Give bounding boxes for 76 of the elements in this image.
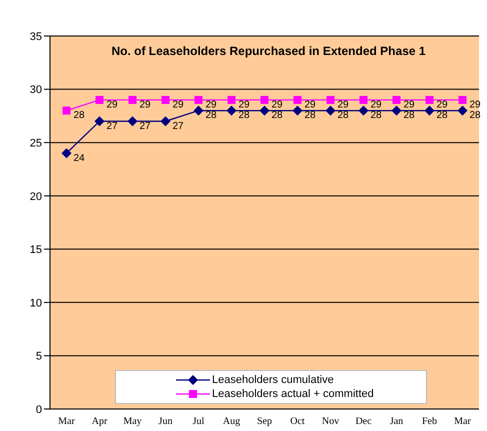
point [392, 96, 400, 104]
y-tick-label: 35 [30, 30, 42, 43]
point [392, 106, 402, 116]
x-tick-label: Oct [290, 416, 305, 428]
x-tick-label: Mar [58, 416, 76, 428]
x-tick-label: Jun [158, 416, 172, 428]
x-tick-label: Sep [257, 416, 272, 428]
y-tick-label: 10 [30, 297, 42, 310]
data-label: 27 [140, 120, 152, 132]
data-label: 29 [338, 99, 350, 110]
point [94, 116, 104, 126]
y-tick-label: 15 [30, 244, 42, 256]
point [294, 96, 302, 104]
data-label: 27 [172, 120, 184, 132]
point [62, 148, 72, 158]
data-label: 28 [470, 110, 482, 122]
data-label: 29 [206, 99, 218, 110]
point [62, 106, 70, 115]
data-label: 29 [304, 99, 316, 110]
point [228, 96, 236, 104]
data-label: 28 [238, 110, 250, 122]
data-label: 28 [436, 110, 448, 122]
point [458, 106, 468, 116]
x-tick-label: May [123, 416, 142, 428]
point [96, 96, 104, 104]
point [128, 96, 136, 104]
point [162, 96, 170, 104]
data-label: 29 [172, 99, 184, 110]
point [426, 96, 434, 104]
point [260, 96, 268, 104]
point [360, 96, 368, 104]
data-label: 28 [74, 110, 86, 122]
data-label: 29 [272, 99, 284, 110]
point [194, 106, 204, 116]
legend-label: Leaseholders actual + committed [212, 388, 374, 400]
data-label: 29 [404, 99, 416, 110]
data-label: 27 [106, 120, 118, 132]
y-tick-label: 30 [30, 84, 42, 96]
point [326, 96, 334, 104]
data-label: 29 [436, 99, 448, 110]
point [458, 96, 466, 104]
x-tick-label: Apr [92, 416, 108, 428]
data-label: 24 [74, 152, 86, 164]
data-label: 28 [272, 110, 284, 122]
point [194, 96, 202, 104]
x-tick-label: Dec [355, 416, 372, 428]
y-tick-label: 5 [36, 350, 42, 363]
y-tick-label: 20 [30, 190, 42, 203]
point [424, 106, 434, 116]
y-tick-label: 0 [36, 404, 42, 416]
data-label: 28 [370, 110, 382, 122]
x-tick-label: Mar [454, 416, 472, 428]
x-tick-label: Jan [390, 416, 404, 428]
data-label: 29 [238, 99, 250, 110]
data-label: 29 [140, 99, 152, 110]
data-label: 29 [470, 99, 482, 110]
point [358, 106, 368, 116]
x-tick-label: Aug [222, 416, 240, 428]
data-label: 28 [206, 110, 218, 122]
data-label: 29 [106, 99, 118, 110]
point [160, 116, 170, 126]
data-label: 29 [370, 99, 382, 110]
legend-label: Leaseholders cumulative [212, 374, 334, 386]
point [226, 106, 236, 116]
point [128, 116, 138, 126]
data-label: 28 [338, 110, 350, 122]
point [292, 106, 302, 116]
y-tick-label: 25 [30, 137, 42, 150]
point [326, 106, 336, 116]
x-tick-label: Jul [192, 416, 205, 428]
data-label: 28 [304, 110, 316, 122]
text: No. of Leaseholders Repurchased in Extended Phase 1 [110, 44, 427, 58]
x-tick-label: Nov [322, 416, 340, 428]
x-tick-label: Feb [422, 416, 437, 428]
data-label: 28 [404, 110, 416, 122]
point [260, 106, 270, 116]
